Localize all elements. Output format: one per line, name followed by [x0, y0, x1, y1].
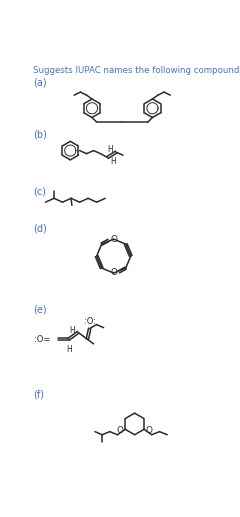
Text: (b): (b): [33, 129, 47, 139]
Text: H: H: [110, 157, 116, 166]
Text: (c): (c): [33, 187, 46, 197]
Text: Suggests IUPAC names the following compounds:: Suggests IUPAC names the following compo…: [33, 66, 240, 75]
Text: O: O: [146, 425, 153, 435]
Text: H: H: [107, 145, 113, 154]
Text: O: O: [110, 235, 117, 244]
Text: :O=: :O=: [34, 334, 50, 344]
Text: H: H: [69, 326, 75, 336]
Text: O: O: [117, 425, 124, 435]
Text: :O:: :O:: [84, 317, 96, 326]
Text: (d): (d): [33, 224, 47, 234]
Text: (f): (f): [33, 389, 44, 399]
Text: H: H: [66, 345, 72, 354]
Text: (a): (a): [33, 78, 47, 87]
Text: (e): (e): [33, 305, 47, 314]
Text: O: O: [110, 268, 117, 277]
